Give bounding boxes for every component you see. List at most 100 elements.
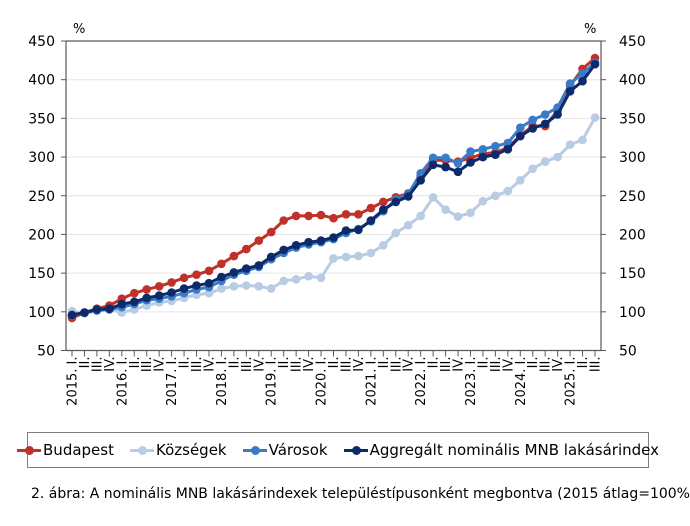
legend-label: Budapest — [43, 441, 114, 459]
data-point — [578, 69, 587, 78]
data-point — [491, 191, 500, 201]
data-point — [142, 285, 151, 294]
data-point — [130, 297, 139, 307]
x-tick-label: IV. — [103, 357, 118, 372]
data-point — [341, 210, 351, 219]
series-budapest — [67, 53, 600, 323]
x-tick-label: 2018. I. — [215, 357, 230, 406]
data-point — [229, 282, 239, 291]
x-tick-label: II. — [327, 357, 342, 369]
data-point — [92, 305, 102, 314]
x-tick-label: II. — [476, 357, 491, 369]
x-tick-label: 2024. I. — [514, 357, 529, 406]
data-point — [242, 264, 251, 273]
data-point — [105, 304, 114, 314]
legend-item-varosok[interactable]: Városok — [242, 441, 328, 459]
x-tick-label: III. — [339, 357, 354, 373]
data-point — [478, 196, 488, 206]
legend-marker-icon — [343, 444, 368, 456]
data-point — [291, 211, 301, 221]
data-point — [291, 241, 301, 250]
data-point — [540, 119, 550, 129]
data-point — [590, 113, 600, 122]
y-tick-label: 450 — [619, 34, 646, 50]
data-point — [254, 282, 264, 291]
data-point — [441, 205, 450, 214]
x-tick-label: III. — [539, 357, 554, 373]
x-tick-label: 2016. I. — [115, 357, 130, 406]
data-point — [466, 147, 475, 156]
y-tick-label: 150 — [28, 266, 55, 282]
data-point — [391, 197, 401, 207]
data-point — [366, 248, 376, 258]
data-point — [354, 225, 363, 235]
data-point — [242, 244, 251, 254]
legend-item-budapest[interactable]: Budapest — [17, 441, 114, 459]
data-point — [565, 87, 575, 96]
data-point — [179, 284, 189, 293]
data-point — [266, 284, 276, 293]
x-tick-label: II. — [128, 357, 143, 369]
data-point — [528, 164, 537, 173]
data-point — [540, 157, 550, 166]
x-tick-label: III. — [190, 357, 205, 373]
data-point — [266, 252, 276, 262]
data-point — [217, 284, 226, 293]
data-point — [553, 110, 562, 119]
series-line — [71, 56, 596, 320]
data-point — [366, 216, 376, 225]
data-point — [403, 220, 413, 230]
x-tick-label: III. — [290, 357, 305, 373]
x-tick-label: 2025. I. — [564, 357, 579, 406]
y-tick-label: 200 — [619, 227, 646, 243]
data-point — [491, 150, 500, 159]
figure-caption: 2. ábra: A nominális MNB lakásárindexek … — [31, 486, 690, 502]
series-group — [67, 53, 600, 323]
y-tick-label: 100 — [619, 305, 646, 321]
data-point — [428, 153, 438, 163]
series-line — [71, 63, 597, 317]
x-tick-label: III. — [589, 357, 604, 373]
data-point — [441, 153, 450, 163]
data-point — [578, 135, 587, 145]
data-point — [466, 158, 475, 167]
data-point — [578, 76, 587, 86]
gridlines — [66, 79, 601, 313]
series-v-rosok — [67, 58, 600, 321]
legend-item-aggregalt[interactable]: Aggregált nominális MNB lakásárindex — [343, 441, 659, 459]
data-point — [304, 237, 313, 247]
data-point — [80, 308, 89, 317]
data-point — [316, 210, 326, 220]
data-point — [354, 210, 363, 219]
x-tick-label: IV. — [252, 357, 267, 372]
x-tick-label: III. — [439, 357, 454, 373]
legend-marker-icon — [242, 444, 267, 456]
x-tick-label: II. — [78, 357, 93, 369]
data-point — [428, 160, 438, 170]
legend-label: Aggregált nominális MNB lakásárindex — [369, 441, 659, 459]
data-point — [254, 236, 264, 245]
x-tick-label: IV. — [153, 357, 168, 372]
data-point — [304, 271, 313, 281]
y-tick-label: 250 — [619, 189, 646, 205]
x-tick-label: 2022. I. — [414, 357, 429, 406]
x-tick-label: II. — [377, 357, 392, 369]
data-point — [279, 216, 289, 225]
data-point — [590, 59, 600, 69]
series-line — [71, 61, 596, 318]
legend-item-kozsegek[interactable]: Községek — [129, 441, 227, 459]
x-tick-label: II. — [576, 357, 591, 369]
data-point — [229, 268, 239, 277]
data-point — [366, 203, 376, 213]
data-point — [67, 310, 77, 320]
data-point — [516, 176, 525, 185]
x-tick-label: III. — [140, 357, 155, 373]
data-point — [528, 124, 537, 133]
data-point — [565, 140, 575, 149]
data-point — [403, 192, 413, 201]
y-tick-label: 100 — [28, 305, 55, 321]
data-point — [341, 252, 351, 262]
data-point — [329, 213, 338, 223]
x-tick-label: 2015. I. — [66, 357, 81, 406]
data-point — [478, 145, 488, 154]
